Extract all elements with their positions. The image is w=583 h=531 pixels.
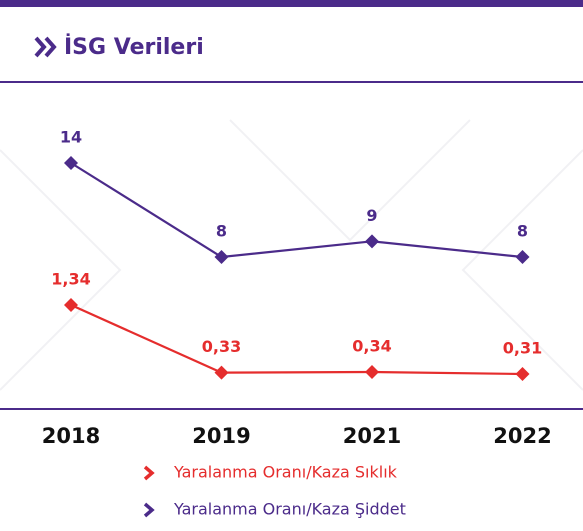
- data-label: 8: [216, 222, 227, 241]
- x-tick-label: 2022: [493, 424, 551, 448]
- legend-marker: [143, 465, 155, 481]
- point-marker: [365, 364, 379, 379]
- data-label: 1,34: [51, 270, 90, 289]
- point-marker: [64, 156, 78, 170]
- point-marker: [214, 365, 229, 380]
- data-label: 0,34: [352, 336, 391, 355]
- chart-title: İSG Verileri: [64, 34, 204, 60]
- x-tick-label: 2019: [192, 424, 250, 448]
- point-marker: [64, 298, 78, 312]
- data-label: 0,33: [202, 337, 241, 356]
- series-line: [70, 303, 523, 376]
- x-tick-label: 2018: [42, 424, 100, 448]
- point-marker: [515, 367, 530, 381]
- top-bar: [0, 0, 583, 7]
- data-label: 8: [517, 222, 528, 241]
- legend-marker: [143, 502, 155, 518]
- series-line: [70, 162, 523, 259]
- point-marker: [214, 250, 229, 264]
- x-tick-label: 2021: [343, 424, 401, 448]
- point-marker: [515, 250, 530, 264]
- title-icon: [34, 36, 57, 58]
- legend-label: Yaralanma Oranı/Kaza Sıklık: [173, 463, 398, 482]
- data-label: 0,31: [503, 339, 542, 358]
- point-marker: [365, 234, 379, 249]
- data-label: 9: [366, 206, 377, 225]
- legend-label: Yaralanma Oranı/Kaza Şiddet: [173, 500, 406, 519]
- data-label: 14: [60, 128, 82, 147]
- background-pattern: [0, 119, 583, 391]
